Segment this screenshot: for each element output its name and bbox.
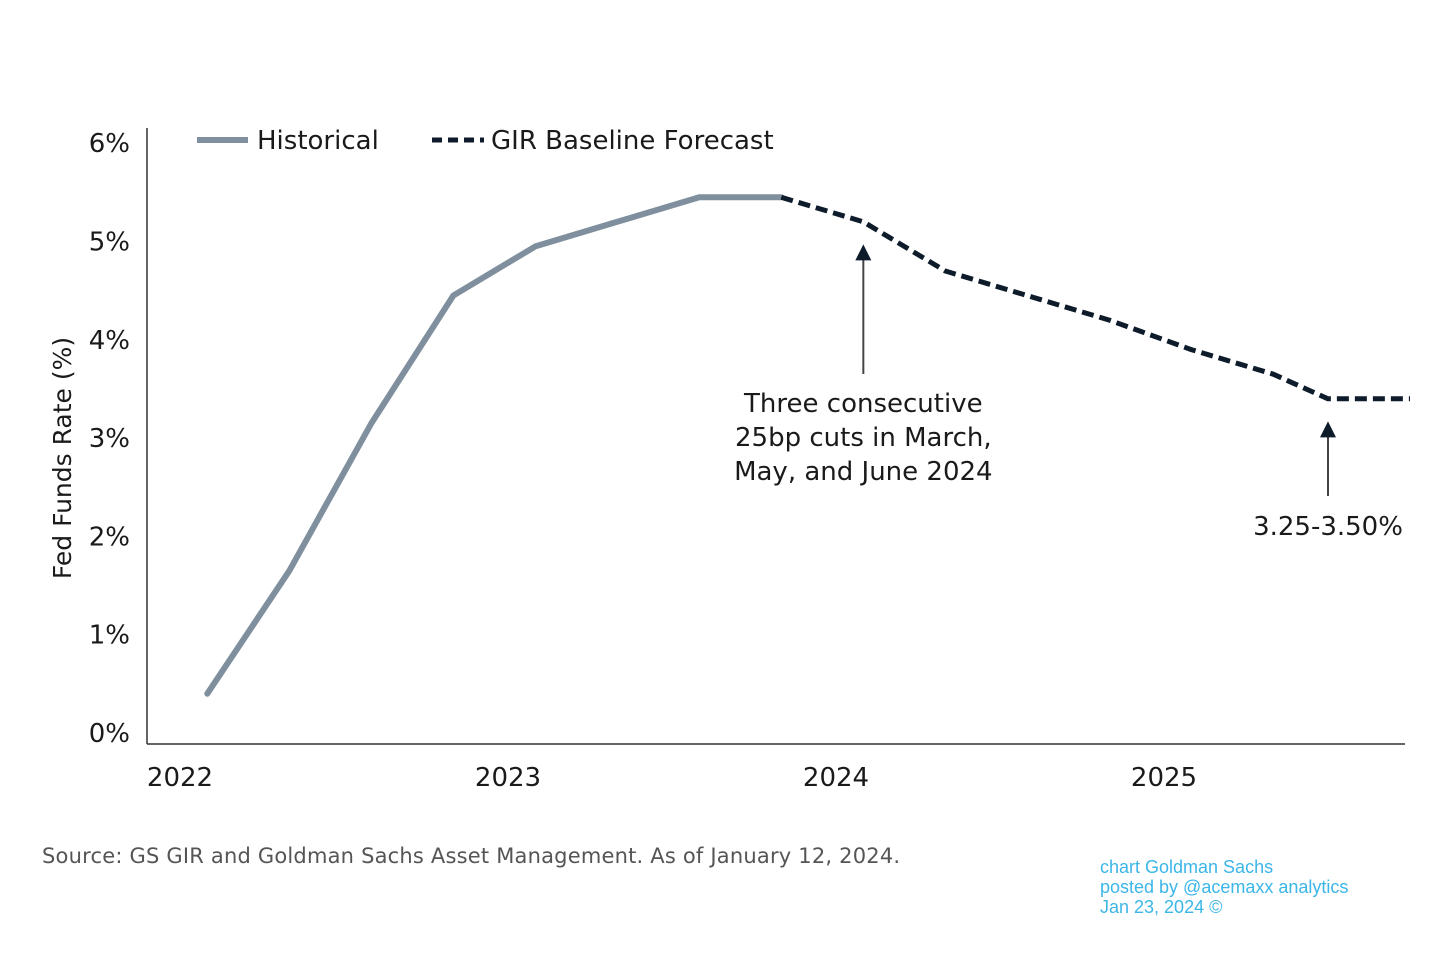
watermark-line-1: chart Goldman Sachs bbox=[1100, 857, 1274, 877]
y-tick-label: 0% bbox=[89, 719, 130, 749]
annotation-arrow-head bbox=[1320, 421, 1336, 438]
legend: Historical GIR Baseline Forecast bbox=[197, 126, 774, 156]
y-tick-label: 4% bbox=[89, 326, 130, 356]
forecast-series-line bbox=[780, 194, 1410, 402]
x-tick-label: 2024 bbox=[803, 763, 869, 793]
annotation-arrow-head bbox=[855, 244, 872, 261]
annotation-text-line: Three consecutive bbox=[743, 389, 983, 419]
historical-series-line bbox=[204, 194, 785, 697]
y-tick-label: 6% bbox=[89, 129, 130, 159]
y-tick-label: 2% bbox=[89, 522, 130, 552]
x-tick-label: 2022 bbox=[147, 763, 213, 793]
legend-historical-label: Historical bbox=[257, 126, 379, 156]
x-tick-labels: 2022 2023 2024 2025 bbox=[147, 763, 1197, 793]
annotation-text-line: 3.25-3.50% bbox=[1253, 512, 1403, 542]
x-tick-label: 2023 bbox=[475, 763, 541, 793]
annotation-text-line: 25bp cuts in March, bbox=[735, 423, 992, 453]
y-tick-label: 1% bbox=[89, 621, 130, 651]
x-tick-label: 2025 bbox=[1131, 763, 1197, 793]
y-tick-label: 5% bbox=[89, 228, 130, 258]
legend-forecast-label: GIR Baseline Forecast bbox=[491, 126, 774, 156]
watermark-line-2: posted by @acemaxx analytics bbox=[1100, 877, 1349, 897]
source-note: Source: GS GIR and Goldman Sachs Asset M… bbox=[42, 844, 901, 868]
watermark-line-3: Jan 23, 2024 © bbox=[1100, 897, 1223, 917]
annotation-text-line: May, and June 2024 bbox=[734, 457, 993, 487]
y-tick-labels: 0% 1% 2% 3% 4% 5% 6% bbox=[89, 129, 130, 749]
y-tick-label: 3% bbox=[89, 424, 130, 454]
watermark: chart Goldman Sachs posted by @acemaxx a… bbox=[1100, 857, 1348, 917]
y-axis-title: Fed Funds Rate (%) bbox=[48, 337, 77, 579]
